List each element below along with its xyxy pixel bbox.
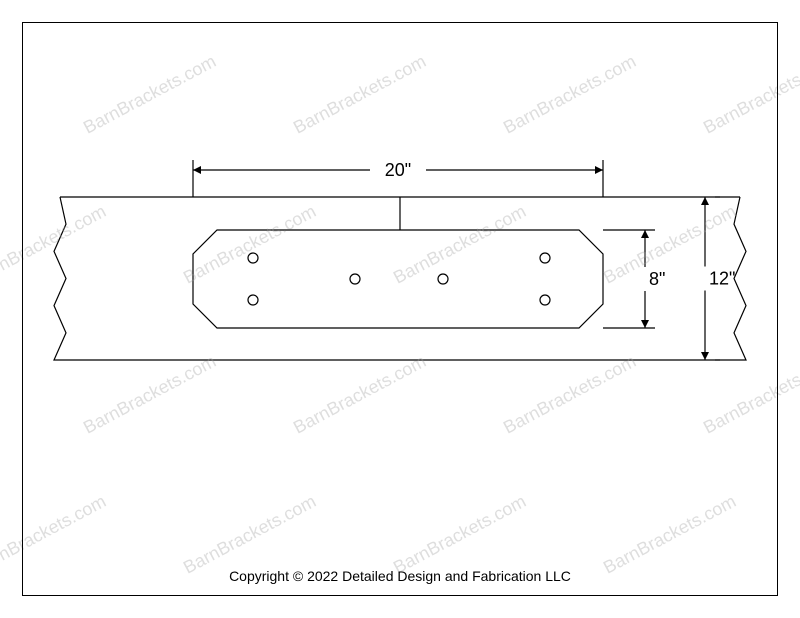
- copyright-text: Copyright © 2022 Detailed Design and Fab…: [0, 568, 800, 584]
- drawing-canvas: BarnBrackets.comBarnBrackets.comBarnBrac…: [0, 0, 800, 618]
- drawing-border: [22, 22, 778, 596]
